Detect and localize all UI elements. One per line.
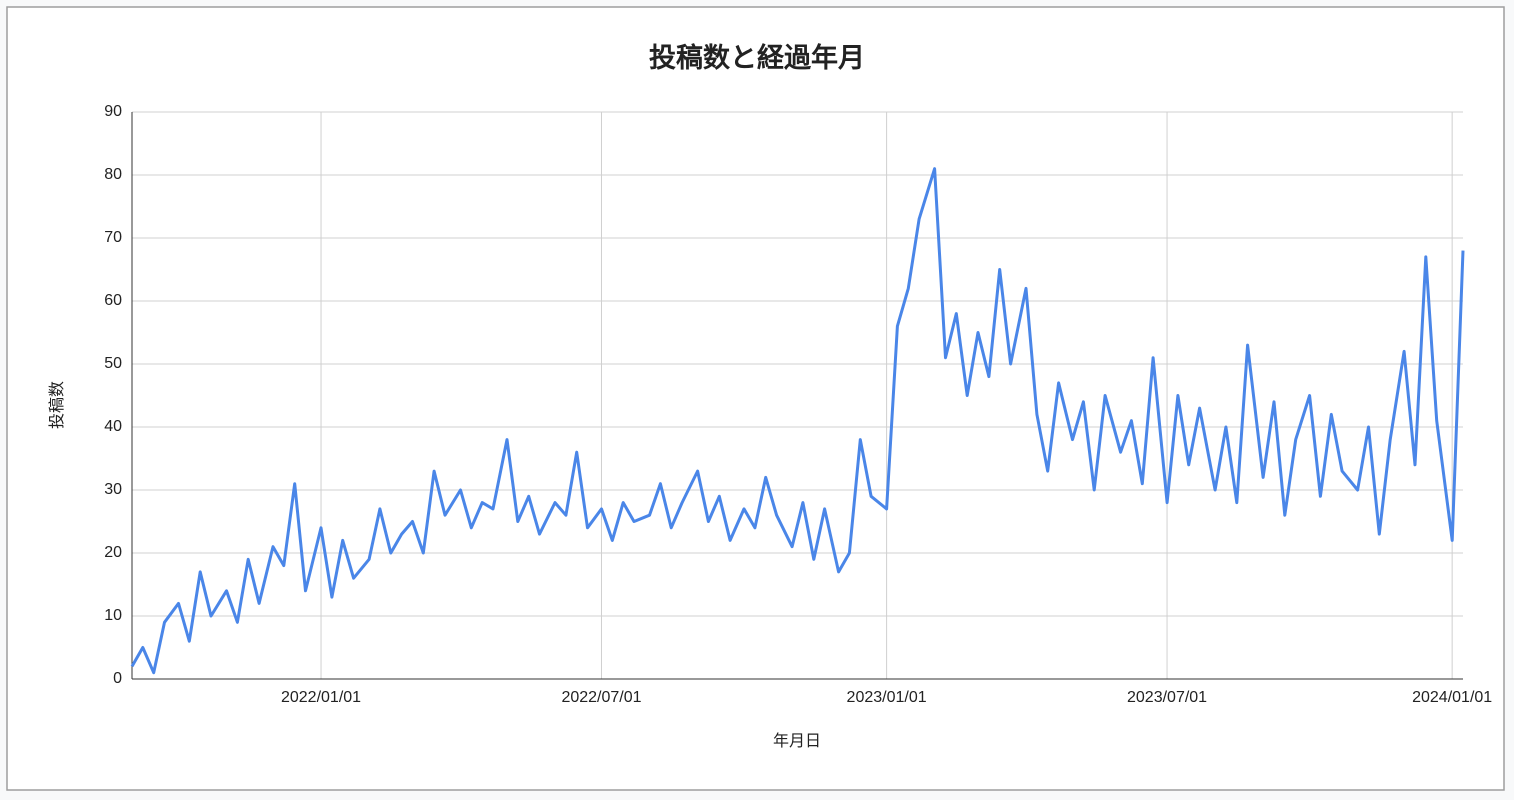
x-tick-label: 2023/07/01 — [1127, 689, 1207, 706]
y-tick-label: 70 — [104, 229, 122, 246]
y-tick-label: 80 — [104, 166, 122, 183]
x-tick-label: 2024/01/01 — [1412, 689, 1492, 706]
y-axis-label: 投稿数 — [48, 381, 66, 429]
y-tick-label: 50 — [104, 355, 122, 372]
x-axis-label: 年月日 — [773, 732, 821, 750]
y-tick-label: 60 — [104, 292, 122, 309]
y-tick-label: 40 — [104, 418, 122, 435]
y-tick-label: 0 — [113, 670, 122, 687]
y-tick-label: 90 — [104, 103, 122, 120]
y-tick-label: 30 — [104, 481, 122, 498]
y-tick-label: 10 — [104, 607, 122, 624]
y-tick-label: 20 — [104, 544, 122, 561]
x-tick-label: 2022/07/01 — [561, 689, 641, 706]
x-tick-label: 2022/01/01 — [281, 689, 361, 706]
chart-frame — [6, 6, 1505, 791]
data-line — [130, 167, 1465, 675]
x-tick-label: 2023/01/01 — [847, 689, 927, 706]
chart-title: 投稿数と経過年月 — [649, 42, 865, 73]
